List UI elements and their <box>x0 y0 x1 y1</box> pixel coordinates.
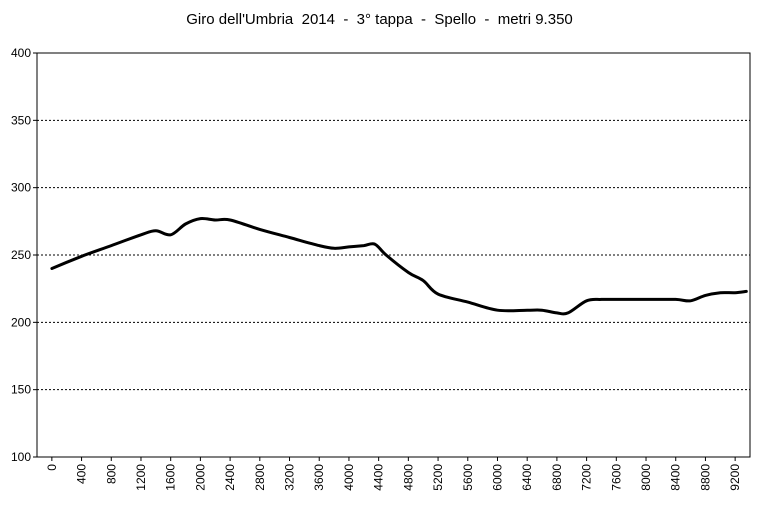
x-tick-label: 4000 <box>342 464 356 491</box>
x-tick-label: 3200 <box>283 464 297 491</box>
x-tick-label: 3600 <box>312 464 326 491</box>
x-tick-label: 6000 <box>490 464 504 491</box>
x-tick-label: 2400 <box>223 464 237 491</box>
x-tick-label: 2800 <box>253 464 267 491</box>
y-tick-label: 350 <box>11 113 31 127</box>
x-tick-label: 5600 <box>461 464 475 491</box>
x-tick-label: 7600 <box>609 464 623 491</box>
elevation-series-line <box>50 216 748 316</box>
x-tick-label: 400 <box>75 464 89 484</box>
x-tick-label: 8000 <box>639 464 653 491</box>
x-tick-label: 4400 <box>372 464 386 491</box>
y-tick-label: 150 <box>11 383 31 397</box>
x-tick-label: 6800 <box>550 464 564 491</box>
x-tick-label: 6400 <box>520 464 534 491</box>
y-axis: 100 150 200 250 300 350 400 <box>11 46 37 464</box>
y-tick-label: 100 <box>11 450 31 464</box>
x-tick-label: 4800 <box>401 464 415 491</box>
y-tick-label: 300 <box>11 181 31 195</box>
chart-title: Giro dell'Umbria 2014 - 3° tappa - Spell… <box>186 11 573 28</box>
x-axis: 0 400 800 1200 1600 2000 2400 2800 3200 3600 4000 4… <box>45 457 742 491</box>
x-tick-label: 9200 <box>728 464 742 491</box>
x-tick-label: 5200 <box>431 464 445 491</box>
x-tick-label: 1600 <box>164 464 178 491</box>
x-tick-label: 7200 <box>580 464 594 491</box>
grid-lines <box>37 119 750 391</box>
x-tick-label: 0 <box>45 464 59 471</box>
x-tick-label: 8400 <box>669 464 683 491</box>
x-tick-label: 800 <box>104 464 118 484</box>
y-tick-label: 250 <box>11 248 31 262</box>
x-tick-label: 2000 <box>193 464 207 491</box>
series-layer <box>50 216 748 316</box>
x-tick-label: 8800 <box>698 464 712 491</box>
y-tick-label: 200 <box>11 315 31 329</box>
x-tick-label: 1200 <box>134 464 148 491</box>
y-tick-label: 400 <box>11 46 31 60</box>
